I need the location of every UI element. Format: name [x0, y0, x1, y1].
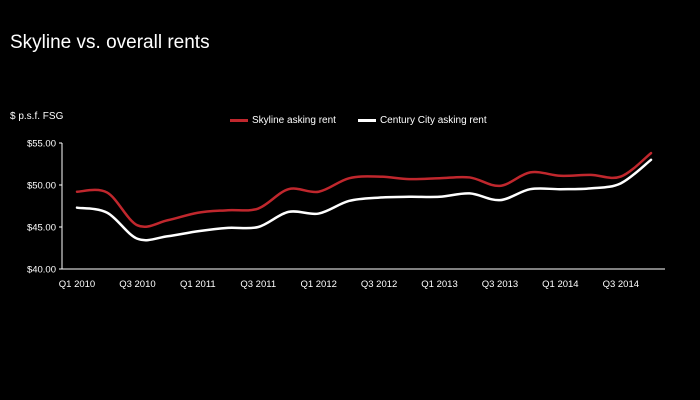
x-tick-label: Q1 2012 [300, 279, 336, 290]
x-tick-label: Q3 2010 [119, 279, 155, 290]
x-tick-label: Q1 2013 [421, 279, 457, 290]
y-tick-label: $45.00 [27, 223, 56, 234]
y-axis-label: $ p.s.f. FSG [10, 111, 64, 122]
y-tick-label: $50.00 [27, 181, 56, 192]
y-tick-label: $55.00 [27, 139, 56, 150]
legend-swatch-century-city [357, 119, 376, 122]
legend-label-century-city: Century City asking rent [379, 115, 487, 126]
series-line-century-city [75, 158, 653, 242]
legend-label-skyline: Skyline asking rent [252, 115, 336, 126]
x-tick-label: Q3 2013 [482, 279, 518, 290]
chart-legend: Skyline asking rent Century City asking … [230, 115, 509, 126]
x-tick-label: Q3 2014 [603, 279, 639, 290]
x-tick-label: Q3 2012 [361, 279, 397, 290]
legend-item-century-city: Century City asking rent [357, 115, 487, 126]
y-tick-label: $40.00 [27, 265, 56, 276]
x-tick-label: Q1 2011 [180, 279, 216, 290]
x-tick-label: Q1 2014 [542, 279, 578, 290]
x-tick-label: Q3 2011 [240, 279, 276, 290]
series-line-skyline [75, 151, 653, 229]
legend-item-skyline: Skyline asking rent [230, 115, 336, 126]
legend-swatch-skyline [230, 119, 248, 122]
chart-title: Skyline vs. overall rents [10, 32, 210, 53]
x-tick-label: Q1 2010 [59, 279, 95, 290]
